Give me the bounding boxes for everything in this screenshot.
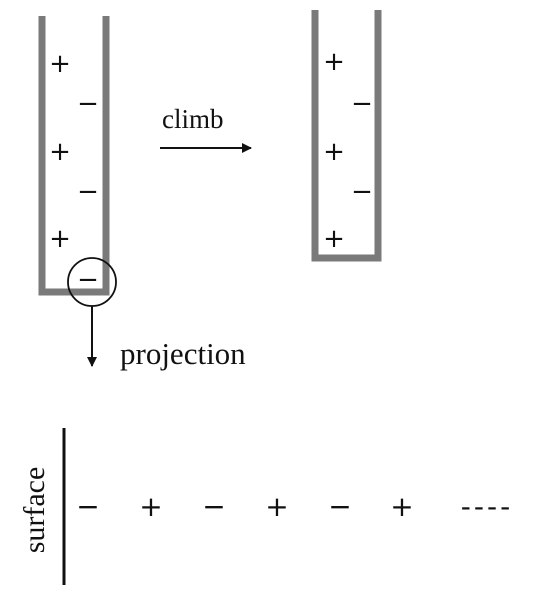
surface-charge-2: + [139,490,162,523]
left-charge-3: + [49,137,71,167]
right-charge-3: + [323,137,345,167]
left-tube: + − + − + − [38,16,117,307]
right-tube-wall [311,10,382,262]
left-charge-4: − [77,177,99,207]
surface-section: surface − + − + − + ---- [18,428,513,585]
left-charge-2: − [77,89,99,119]
right-charge-4: − [351,177,373,207]
right-charge-1: + [323,47,345,77]
right-tube: + − + − + [311,10,382,262]
left-charge-5: + [49,224,71,254]
surface-charge-3: − [202,490,225,523]
surface-charge-6: + [390,490,413,523]
right-charge-2: − [351,89,373,119]
climb-annotation: climb [160,104,252,153]
projection-label: projection [120,336,246,371]
surface-continuation: ---- [461,490,513,523]
surface-charge-1: − [76,490,99,523]
surface-charge-5: − [328,490,351,523]
surface-charge-4: + [265,490,288,523]
surface-label: surface [18,467,51,554]
left-charge-6: − [77,265,99,295]
left-charge-1: + [49,49,71,79]
left-tube-wall [38,16,110,296]
climb-label: climb [162,104,224,134]
right-charge-5: + [323,224,345,254]
projection-annotation: projection [87,306,246,371]
